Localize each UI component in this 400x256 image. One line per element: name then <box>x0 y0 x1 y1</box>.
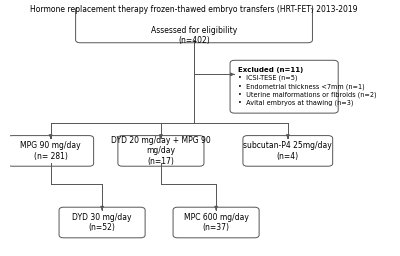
Text: •  Uterine malformations or fibroids (n=2): • Uterine malformations or fibroids (n=2… <box>238 91 377 98</box>
Text: •  Endometrial thickness <7mm (n=1): • Endometrial thickness <7mm (n=1) <box>238 83 365 90</box>
FancyBboxPatch shape <box>8 136 94 166</box>
FancyBboxPatch shape <box>76 7 312 43</box>
Text: •  Avital embryos at thawing (n=3): • Avital embryos at thawing (n=3) <box>238 100 354 106</box>
Text: DYD 20 mg/day + MPG 90
mg/day
(n=17): DYD 20 mg/day + MPG 90 mg/day (n=17) <box>111 136 211 166</box>
FancyBboxPatch shape <box>230 60 338 113</box>
Text: Hormone replacement therapy frozen-thawed embryo transfers (HRT-FET) 2013-2019

: Hormone replacement therapy frozen-thawe… <box>30 5 358 45</box>
Text: MPG 90 mg/day
(n= 281): MPG 90 mg/day (n= 281) <box>20 141 81 161</box>
FancyBboxPatch shape <box>243 136 333 166</box>
Text: MPC 600 mg/day
(n=37): MPC 600 mg/day (n=37) <box>184 213 248 232</box>
FancyBboxPatch shape <box>59 207 145 238</box>
Text: DYD 30 mg/day
(n=52): DYD 30 mg/day (n=52) <box>72 213 132 232</box>
Text: •  ICSI-TESE (n=5): • ICSI-TESE (n=5) <box>238 75 298 81</box>
Text: Excluded (n=11): Excluded (n=11) <box>238 67 304 72</box>
FancyBboxPatch shape <box>173 207 259 238</box>
Text: subcutan-P4 25mg/day
(n=4): subcutan-P4 25mg/day (n=4) <box>244 141 332 161</box>
FancyBboxPatch shape <box>118 136 204 166</box>
